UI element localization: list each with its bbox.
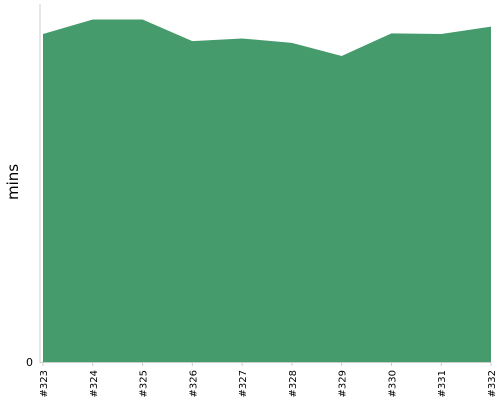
x-tick-label: #326 bbox=[188, 370, 199, 397]
x-tick-label: #329 bbox=[338, 370, 349, 397]
x-tick-label: #323 bbox=[39, 370, 50, 397]
x-tick-labels: #323 #324 #325 #326 #327 #328 #329 #330 #331 #332 bbox=[39, 362, 498, 397]
y-tick-label: 0 bbox=[26, 356, 33, 369]
x-tick-label: #324 bbox=[89, 370, 100, 397]
area-series bbox=[43, 19, 491, 362]
x-tick-label: #325 bbox=[139, 370, 150, 397]
x-tick-label: #331 bbox=[437, 370, 448, 397]
y-tick-labels: 0 bbox=[26, 356, 33, 369]
x-tick-label: #327 bbox=[238, 370, 249, 397]
area-layer bbox=[43, 19, 491, 362]
x-tick-label: #332 bbox=[487, 370, 498, 397]
x-tick-label: #330 bbox=[387, 370, 398, 397]
y-axis-title: mins bbox=[4, 164, 22, 200]
axis-layer bbox=[39, 4, 491, 363]
x-tick-label: #328 bbox=[288, 370, 299, 397]
